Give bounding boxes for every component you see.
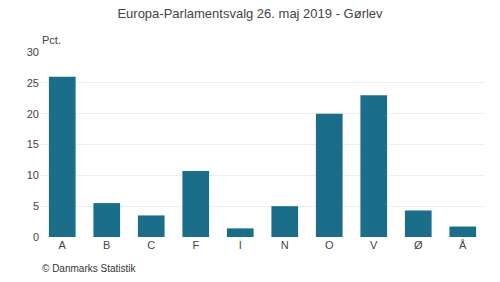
- svg-text:25: 25: [27, 77, 39, 89]
- svg-text:V: V: [370, 239, 378, 251]
- svg-text:© Danmarks Statistik: © Danmarks Statistik: [42, 263, 137, 274]
- svg-text:20: 20: [27, 108, 39, 120]
- svg-text:15: 15: [27, 138, 39, 150]
- svg-text:F: F: [192, 239, 199, 251]
- svg-text:30: 30: [27, 46, 39, 58]
- svg-text:Pct.: Pct.: [42, 34, 61, 46]
- svg-text:O: O: [325, 239, 334, 251]
- svg-text:N: N: [281, 239, 289, 251]
- svg-text:Europa-Parlamentsvalg 26. maj: Europa-Parlamentsvalg 26. maj 2019 - Gør…: [117, 6, 383, 21]
- svg-text:B: B: [103, 239, 110, 251]
- svg-text:A: A: [59, 239, 67, 251]
- svg-text:10: 10: [27, 169, 39, 181]
- svg-text:0: 0: [33, 231, 39, 243]
- svg-text:Ø: Ø: [414, 239, 423, 251]
- svg-text:C: C: [147, 239, 155, 251]
- svg-text:Å: Å: [459, 239, 467, 251]
- svg-text:I: I: [239, 239, 242, 251]
- svg-text:5: 5: [33, 200, 39, 212]
